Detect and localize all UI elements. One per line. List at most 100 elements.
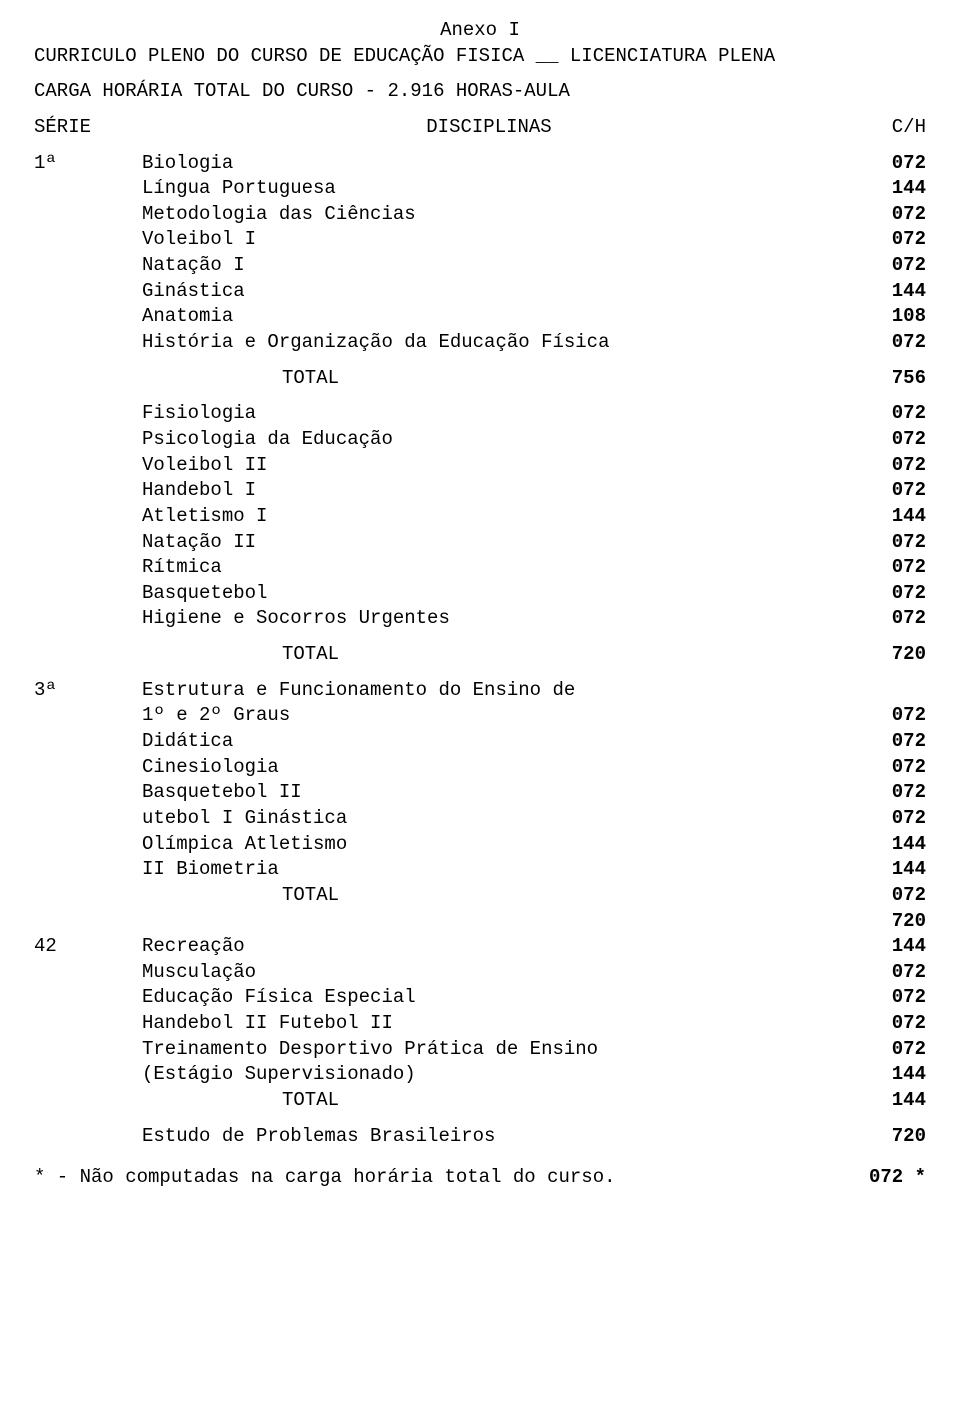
serie2-row0: Fisiologia072 bbox=[34, 401, 926, 427]
serie4-ch5: 144 bbox=[856, 1062, 926, 1088]
serie2-row2: Voleibol II072 bbox=[34, 453, 926, 479]
footnote-row: * - Não computadas na carga horária tota… bbox=[34, 1165, 926, 1191]
col-serie: SÉRIE bbox=[34, 115, 122, 141]
serie1-disc4: Natação I bbox=[122, 253, 856, 279]
serie4-row2: Educação Física Especial072 bbox=[34, 985, 926, 1011]
serie1-row3: Voleibol I072 bbox=[34, 227, 926, 253]
serie2-total-value: 720 bbox=[856, 642, 926, 668]
serie2-row3: Handebol I072 bbox=[34, 478, 926, 504]
serie2-ch5: 072 bbox=[856, 530, 926, 556]
serie2-disc8: Higiene e Socorros Urgentes bbox=[122, 606, 856, 632]
serie4-row0: 42 Recreação 144 bbox=[34, 934, 926, 960]
serie2-row7: Basquetebol072 bbox=[34, 581, 926, 607]
serie3-total-label: TOTAL bbox=[122, 883, 856, 909]
serie3-row5: Olímpica Atletismo144 bbox=[34, 832, 926, 858]
serie4-total-inline: 144 bbox=[856, 1088, 926, 1114]
serie1-ch7: 072 bbox=[856, 330, 926, 356]
serie3-ch1: 072 bbox=[856, 729, 926, 755]
serie4-label: 42 bbox=[34, 934, 122, 960]
serie1-total-value: 756 bbox=[856, 366, 926, 392]
serie3-ch5: 144 bbox=[856, 832, 926, 858]
serie1-total: TOTAL 756 bbox=[34, 366, 926, 392]
serie2-disc1: Psicologia da Educação bbox=[122, 427, 856, 453]
serie3-row4: utebol I Ginástica072 bbox=[34, 806, 926, 832]
serie4-ch0: 144 bbox=[856, 934, 926, 960]
serie3-row0: 1º e 2º Graus072 bbox=[34, 703, 926, 729]
serie2-ch6: 072 bbox=[856, 555, 926, 581]
serie1-ch0: 072 bbox=[856, 151, 926, 177]
serie4-ch2: 072 bbox=[856, 985, 926, 1011]
serie4-disc2: Educação Física Especial bbox=[122, 985, 856, 1011]
serie3-ch4: 072 bbox=[856, 806, 926, 832]
serie1-disc3: Voleibol I bbox=[122, 227, 856, 253]
serie4-total: TOTAL 144 bbox=[34, 1088, 926, 1114]
serie1-disc7: História e Organização da Educação Físic… bbox=[122, 330, 856, 356]
serie2-ch2: 072 bbox=[856, 453, 926, 479]
serie2-ch0: 072 bbox=[856, 401, 926, 427]
serie4-disc5: (Estágio Supervisionado) bbox=[122, 1062, 856, 1088]
serie1-row6: Anatomia108 bbox=[34, 304, 926, 330]
serie2-ch4: 144 bbox=[856, 504, 926, 530]
serie1-row7: História e Organização da Educação Físic… bbox=[34, 330, 926, 356]
carga-line: CARGA HORÁRIA TOTAL DO CURSO - 2.916 HOR… bbox=[34, 79, 926, 105]
serie3-total-inline: 072 bbox=[856, 883, 926, 909]
serie1-disc5: Ginástica bbox=[122, 279, 856, 305]
serie3-row6: II Biometria144 bbox=[34, 857, 926, 883]
serie2-disc6: Rítmica bbox=[122, 555, 856, 581]
serie1-row4: Natação I072 bbox=[34, 253, 926, 279]
serie3-post-value: 720 bbox=[856, 909, 926, 935]
serie2-ch8: 072 bbox=[856, 606, 926, 632]
anexo-label: Anexo I bbox=[34, 18, 926, 44]
serie3-post: 720 bbox=[34, 909, 926, 935]
page: Anexo I CURRICULO PLENO DO CURSO DE EDUC… bbox=[0, 0, 960, 1231]
serie3-disc3: Basquetebol II bbox=[122, 780, 856, 806]
serie2-disc2: Voleibol II bbox=[122, 453, 856, 479]
serie4-disc1: Musculação bbox=[122, 960, 856, 986]
serie2-disc4: Atletismo I bbox=[122, 504, 856, 530]
serie3-lead: 3ª Estrutura e Funcionamento do Ensino d… bbox=[34, 678, 926, 704]
serie2-row1: Psicologia da Educação072 bbox=[34, 427, 926, 453]
serie4-ch1: 072 bbox=[856, 960, 926, 986]
serie1-ch2: 072 bbox=[856, 202, 926, 228]
serie1-ch1: 144 bbox=[856, 176, 926, 202]
serie3-disc0: 1º e 2º Graus bbox=[122, 703, 856, 729]
serie3-disc4: utebol I Ginástica bbox=[122, 806, 856, 832]
serie4-after-disc0: Estudo de Problemas Brasileiros bbox=[122, 1124, 856, 1150]
serie1-row5: Ginástica144 bbox=[34, 279, 926, 305]
serie4-disc3: Handebol II Futebol II bbox=[122, 1011, 856, 1037]
footnote-value: 072 * bbox=[856, 1165, 926, 1191]
serie3-row3: Basquetebol II072 bbox=[34, 780, 926, 806]
serie2-total-label: TOTAL bbox=[122, 642, 856, 668]
serie4-disc4: Treinamento Desportivo Prática de Ensino bbox=[122, 1037, 856, 1063]
serie1-row0: 1ª Biologia 072 bbox=[34, 151, 926, 177]
serie3-ch3: 072 bbox=[856, 780, 926, 806]
serie1-ch4: 072 bbox=[856, 253, 926, 279]
serie3-disc2: Cinesiologia bbox=[122, 755, 856, 781]
serie3-label: 3ª bbox=[34, 678, 122, 704]
serie4-row4: Treinamento Desportivo Prática de Ensino… bbox=[34, 1037, 926, 1063]
column-headers: SÉRIE DISCIPLINAS C/H bbox=[34, 115, 926, 141]
serie2-row8: Higiene e Socorros Urgentes072 bbox=[34, 606, 926, 632]
serie3-disc5: Olímpica Atletismo bbox=[122, 832, 856, 858]
serie2-row6: Rítmica072 bbox=[34, 555, 926, 581]
serie2-disc0: Fisiologia bbox=[122, 401, 856, 427]
serie4-row1: Musculação072 bbox=[34, 960, 926, 986]
serie4-after-ch0: 720 bbox=[856, 1124, 926, 1150]
serie3-total: TOTAL 072 bbox=[34, 883, 926, 909]
col-disc: DISCIPLINAS bbox=[122, 115, 856, 141]
serie4-ch3: 072 bbox=[856, 1011, 926, 1037]
serie3-row1: Didática072 bbox=[34, 729, 926, 755]
serie3-ch0: 072 bbox=[856, 703, 926, 729]
title-line: CURRICULO PLENO DO CURSO DE EDUCAÇÃO FIS… bbox=[34, 44, 926, 70]
serie1-ch6: 108 bbox=[856, 304, 926, 330]
serie3-leading: Estrutura e Funcionamento do Ensino de bbox=[122, 678, 856, 704]
serie1-ch3: 072 bbox=[856, 227, 926, 253]
serie2-total: TOTAL 720 bbox=[34, 642, 926, 668]
serie1-disc0: Biologia bbox=[122, 151, 856, 177]
serie4-disc0: Recreação bbox=[122, 934, 856, 960]
col-ch: C/H bbox=[856, 115, 926, 141]
serie4-ch4: 072 bbox=[856, 1037, 926, 1063]
serie4-row3: Handebol II Futebol II072 bbox=[34, 1011, 926, 1037]
footnote-text: * - Não computadas na carga horária tota… bbox=[34, 1165, 856, 1191]
serie2-disc3: Handebol I bbox=[122, 478, 856, 504]
